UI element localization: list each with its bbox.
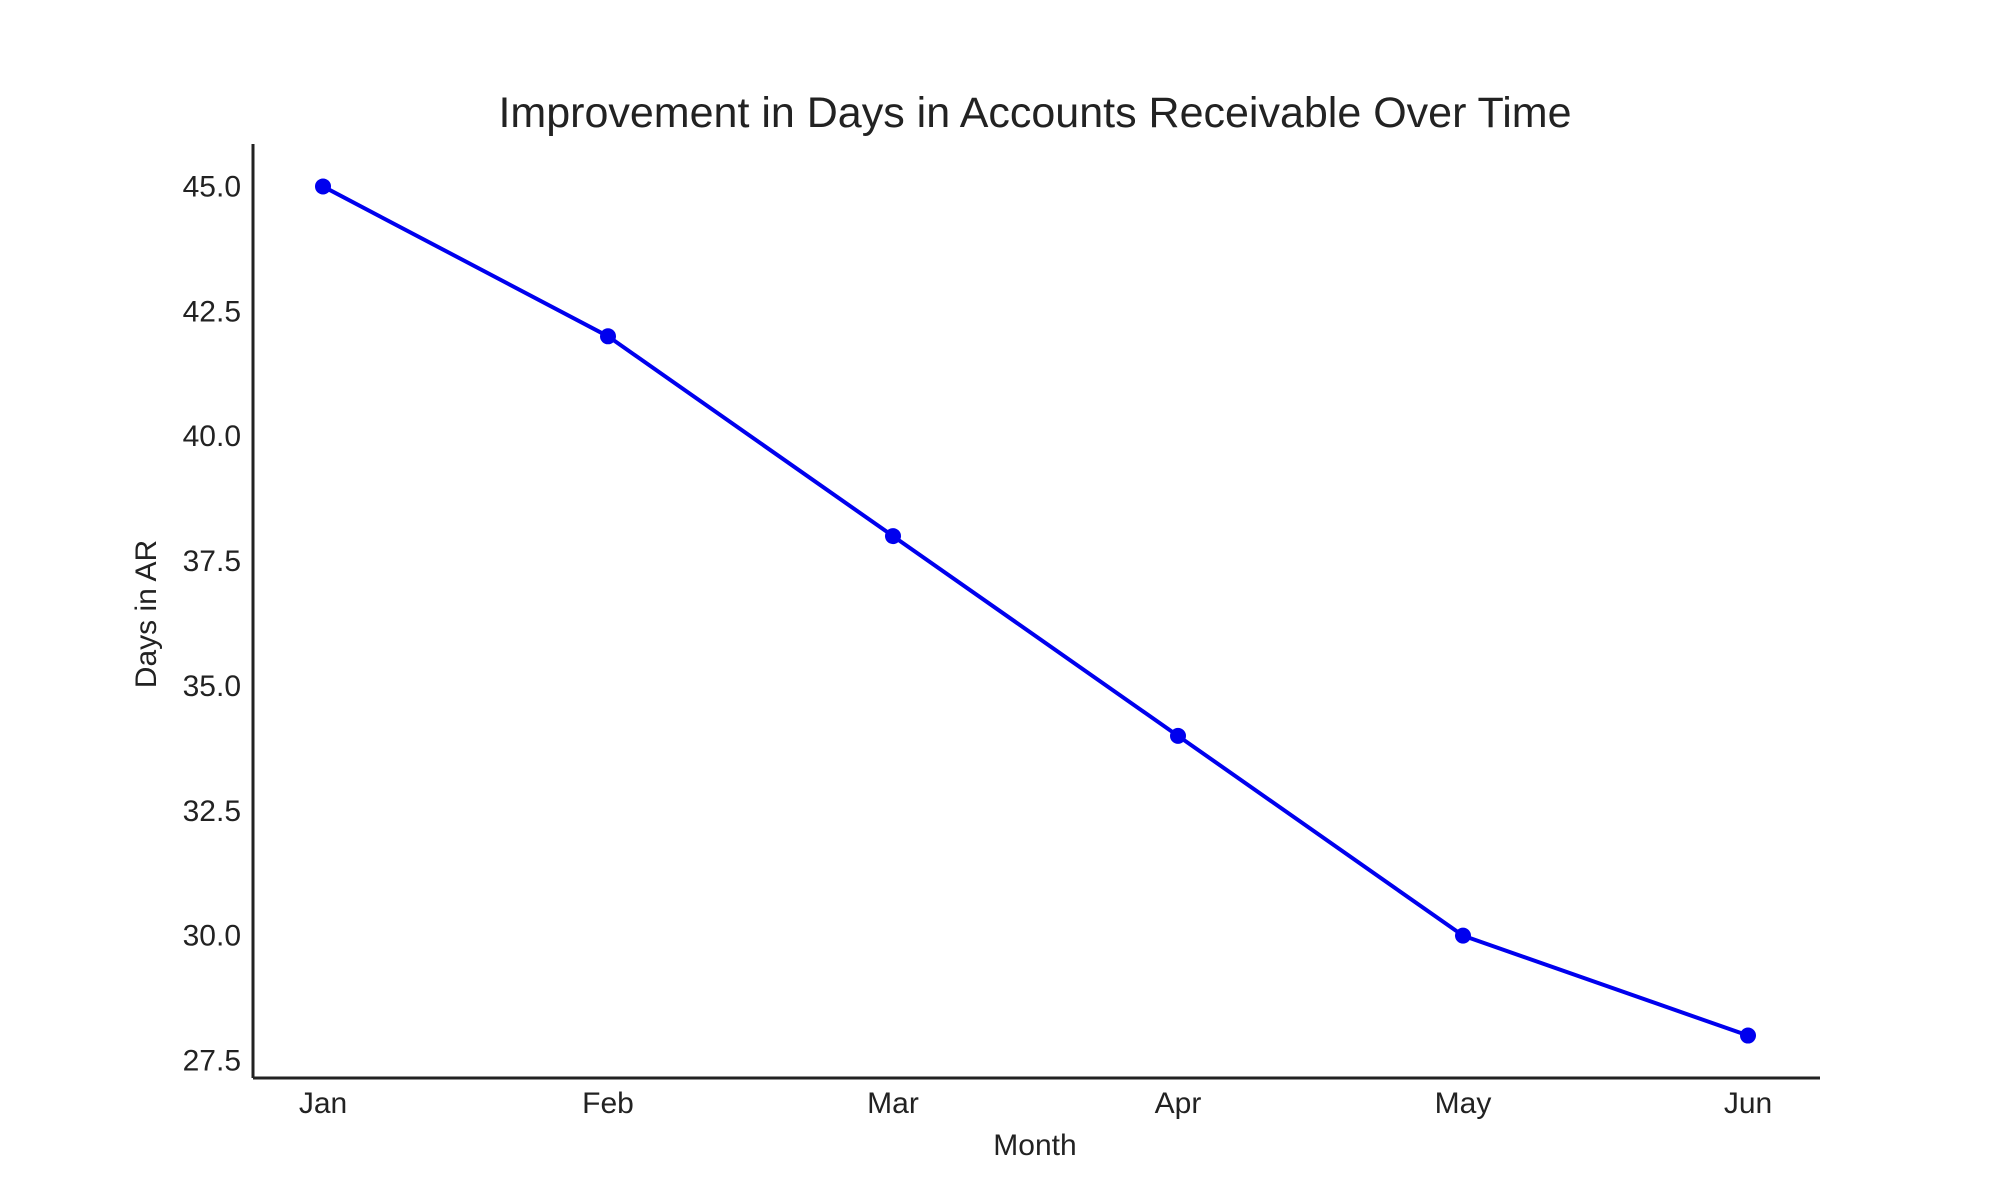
y-axis-ticks: 27.5 30.0 32.5 35.0 37.5 40.0 42.5 45.0 [183,170,241,1077]
y-tick-label: 27.5 [183,1045,241,1078]
y-axis-label: Days in AR [130,540,163,688]
data-point [600,328,616,345]
x-tick-label: Jan [299,1087,347,1120]
series-line [322,184,1749,1038]
y-tick-label: 40.0 [183,420,241,453]
x-tick-label: Jun [1724,1087,1772,1120]
y-tick-label: 42.5 [183,295,241,328]
y-tick-label: 45.0 [183,170,241,203]
data-point [885,528,901,545]
y-tick-label: 32.5 [183,795,241,828]
data-series [315,178,1756,1044]
y-tick-label: 35.0 [183,670,241,703]
x-tick-label: May [1435,1087,1492,1120]
x-tick-label: Mar [867,1087,919,1120]
y-tick-label: 37.5 [183,545,241,578]
data-point [315,178,331,195]
x-axis-label: Month [993,1129,1076,1162]
x-tick-label: Apr [1155,1087,1202,1120]
data-point [1455,927,1471,944]
data-point [1740,1027,1756,1044]
x-axis-ticks: Jan Feb Mar Apr May Jun [299,1087,1772,1120]
data-point [1170,727,1186,744]
chart-title: Improvement in Days in Accounts Receivab… [498,89,1571,137]
y-tick-label: 30.0 [183,920,241,953]
x-tick-label: Feb [582,1087,634,1120]
